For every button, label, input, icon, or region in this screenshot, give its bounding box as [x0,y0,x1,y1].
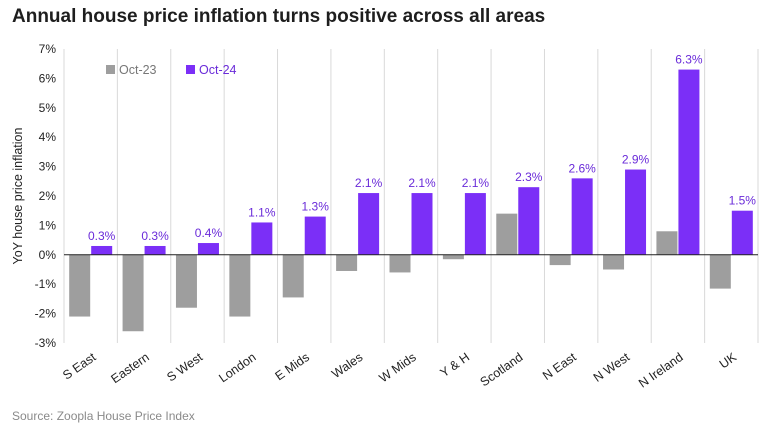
bar-oct23-5 [336,254,358,271]
y-tick-label: 4% [39,130,57,144]
y-tick-label: -2% [35,307,57,321]
data-label-oct24-2: 0.4% [195,226,223,240]
y-tick-label: 7% [39,42,57,56]
bar-oct23-1 [122,254,144,332]
data-label-oct24-10: 2.9% [622,153,650,167]
y-tick-label: -1% [35,277,57,291]
bar-oct24-7 [464,193,486,255]
data-label-oct24-8: 2.3% [515,170,543,184]
x-tick-label: Eastern [108,350,151,386]
bar-oct24-9 [571,178,593,255]
data-label-oct24-4: 1.3% [302,200,330,214]
bar-oct23-7 [442,254,464,260]
y-tick-label: 2% [39,189,57,203]
y-tick-label: 3% [39,160,57,174]
chart-title: Annual house price inflation turns posit… [12,6,546,27]
x-tick-label: W Mids [377,350,419,385]
x-tick-label: London [216,350,258,385]
bar-oct23-12 [709,254,731,289]
bar-oct24-2 [197,243,219,255]
data-label-oct24-1: 0.3% [141,229,169,243]
bar-oct23-10 [603,254,625,270]
legend-swatch-oct24 [186,65,195,74]
y-tick-label: 0% [39,248,57,262]
x-tick-label: E Mids [273,350,312,383]
bar-oct23-9 [549,254,571,266]
y-tick-label: 6% [39,71,57,85]
bar-oct23-2 [175,254,197,308]
x-tick-label: Scotland [478,350,526,389]
data-label-oct24-0: 0.3% [88,229,116,243]
y-tick-label: -3% [35,336,57,350]
data-label-oct24-3: 1.1% [248,205,276,219]
bar-oct24-8 [518,187,540,255]
y-tick-label: 1% [39,218,57,232]
x-tick-label: S West [164,350,205,385]
bar-oct24-0 [91,245,113,255]
data-label-oct24-12: 1.5% [729,194,757,208]
bar-oct23-4 [282,254,304,298]
bar-oct23-11 [656,231,678,255]
bar-oct23-8 [496,213,518,255]
bar-oct24-1 [144,245,166,255]
data-label-oct24-11: 6.3% [675,53,703,67]
y-axis-title: YoY house price inflation [11,128,25,265]
x-tick-label: S East [60,350,99,383]
bar-oct24-12 [731,210,753,255]
data-label-oct24-7: 2.1% [462,176,490,190]
legend-swatch-oct23 [106,65,115,74]
x-tick-label: N East [540,350,579,383]
bar-oct24-11 [678,69,700,255]
bar-oct24-5 [358,193,380,255]
y-tick-label: 5% [39,101,57,115]
legend-label-oct23: Oct-23 [119,63,157,77]
legend-label-oct24: Oct-24 [199,63,237,77]
x-tick-label: UK [717,350,740,372]
bar-oct24-10 [625,169,647,255]
bar-oct23-6 [389,254,411,273]
bar-oct24-6 [411,193,433,255]
x-tick-label: Wales [329,350,365,381]
data-label-oct24-6: 2.1% [408,176,436,190]
data-label-oct24-5: 2.1% [355,176,383,190]
bar-oct23-3 [229,254,251,317]
bar-oct24-3 [251,222,273,255]
bar-oct24-4 [304,216,326,255]
x-tick-label: N Ireland [636,350,686,391]
source-note: Source: Zoopla House Price Index [12,409,195,423]
data-label-oct24-9: 2.6% [568,161,596,175]
x-tick-label: Y & H [438,350,473,380]
x-tick-label: N West [591,350,633,385]
bar-oct23-0 [69,254,91,317]
